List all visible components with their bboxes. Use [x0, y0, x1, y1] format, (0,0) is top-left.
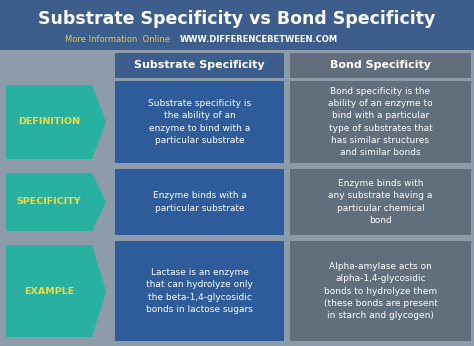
Text: DEFINITION: DEFINITION [18, 118, 80, 127]
Bar [0, 0, 474, 50]
Bar [115, 241, 284, 341]
Bar [290, 241, 471, 341]
Polygon shape [6, 173, 106, 231]
Bar [0, 238, 474, 344]
Bar [115, 81, 284, 163]
Text: Alpha-amylase acts on
alpha-1,4-glycosidic
bonds to hydrolyze them
(these bonds : Alpha-amylase acts on alpha-1,4-glycosid… [324, 262, 438, 320]
Text: More Information  Online: More Information Online [65, 35, 175, 44]
Text: Enzyme binds with
any substrate having a
particular chemical
bond: Enzyme binds with any substrate having a… [328, 179, 433, 225]
Bar [115, 53, 284, 78]
Bar [290, 169, 471, 235]
Text: Substrate Specificity: Substrate Specificity [134, 61, 265, 71]
Bar [290, 81, 471, 163]
Text: Substrate specificity is
the ability of an
enzyme to bind with a
particular subs: Substrate specificity is the ability of … [148, 99, 251, 145]
Bar [115, 169, 284, 235]
Text: Bond Specificity: Bond Specificity [330, 61, 431, 71]
Bar [290, 53, 471, 78]
Text: Substrate Specificity vs Bond Specificity: Substrate Specificity vs Bond Specificit… [38, 10, 436, 28]
Polygon shape [6, 85, 106, 159]
Polygon shape [6, 245, 106, 337]
Bar [0, 78, 474, 166]
Bar [0, 166, 474, 238]
Text: SPECIFICITY: SPECIFICITY [17, 198, 82, 207]
Text: WWW.DIFFERENCEBETWEEN.COM: WWW.DIFFERENCEBETWEEN.COM [180, 35, 338, 44]
Text: Enzyme binds with a
particular substrate: Enzyme binds with a particular substrate [153, 191, 246, 212]
Text: Bond specificity is the
ability of an enzyme to
bind with a particular
type of s: Bond specificity is the ability of an en… [328, 87, 433, 157]
Text: Lactase is an enzyme
that can hydrolyze only
the beta-1,4-glycosidic
bonds in la: Lactase is an enzyme that can hydrolyze … [146, 268, 253, 314]
Text: EXAMPLE: EXAMPLE [24, 286, 74, 295]
